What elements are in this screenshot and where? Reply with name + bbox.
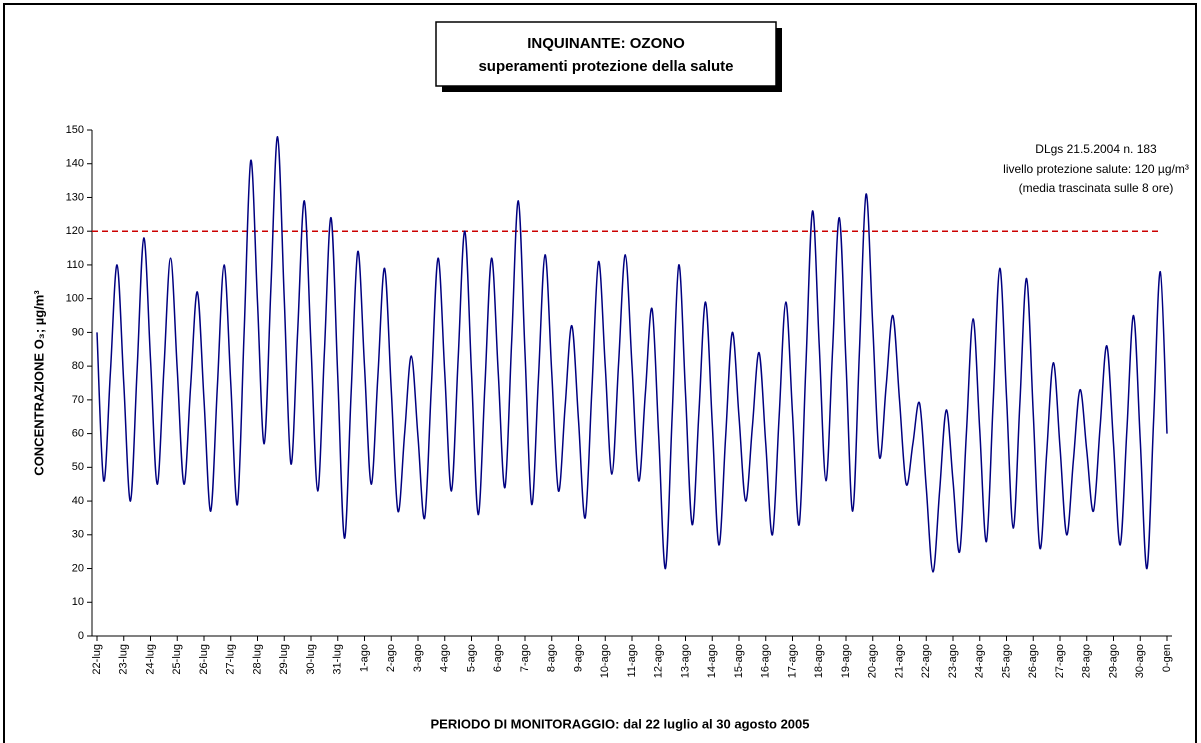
x-tick-label: 29-ago [1107,644,1119,678]
y-tick-label: 30 [72,529,84,541]
x-tick-label: 24-ago [974,644,986,678]
y-tick-label: 10 [72,596,84,608]
y-tick-label: 80 [72,360,84,372]
x-tick-label: 4-ago [439,644,451,672]
y-tick-label: 90 [72,326,84,338]
x-tick-label: 6-ago [492,644,504,672]
x-tick-label: 11-ago [626,644,638,677]
title-box [435,21,777,87]
x-tick-label: 8-ago [546,644,558,672]
x-tick-label: 17-ago [786,644,798,678]
x-tick-label: 30-lug [305,644,317,675]
x-tick-label: 14-ago [706,644,718,678]
x-tick-label: 2-ago [385,644,397,672]
x-tick-label: 13-ago [679,644,691,678]
x-tick-label: 25-ago [1000,644,1012,678]
x-tick-label: 19-ago [840,644,852,678]
annotation: livello protezione salute: 120 µg/m³ [1003,162,1189,176]
x-axis-title: PERIODO DI MONITORAGGIO: dal 22 luglio a… [430,716,809,731]
annotation: DLgs 21.5.2004 n. 183 [1035,142,1157,156]
chart-subtitle: superamenti protezione della salute [478,58,733,75]
chart-frame [3,3,1197,743]
x-tick-label: 18-ago [813,644,825,678]
x-tick-label: 28-lug [251,644,263,675]
x-tick-label: 23-lug [118,644,130,675]
y-tick-label: 140 [66,158,84,170]
x-tick-label: 15-ago [733,644,745,678]
x-tick-label: 3-ago [412,644,424,672]
y-tick-label: 50 [72,461,84,473]
y-tick-label: 60 [72,428,84,440]
x-tick-label: 9-ago [572,644,584,672]
y-tick-label: 150 [66,124,84,136]
x-tick-label: 27-ago [1054,644,1066,678]
y-tick-label: 110 [66,259,84,271]
data-line [96,135,1168,573]
x-tick-label: 20-ago [867,644,879,678]
x-tick-label: 31-lug [332,644,344,675]
x-tick-label: 24-lug [144,644,156,675]
x-tick-label: 22-ago [920,644,932,678]
x-tick-label: 1-ago [358,644,370,672]
y-tick-label: 100 [66,293,84,305]
chart-title: INQUINANTE: OZONO [527,35,685,52]
x-tick-label: 26-lug [198,644,210,675]
annotation: (media trascinata sulle 8 ore) [1019,181,1174,195]
x-tick-label: 22-lug [91,644,103,675]
x-tick-label: 10-ago [599,644,611,678]
x-tick-label: 16-ago [760,644,772,678]
y-tick-label: 70 [72,394,84,406]
x-tick-label: 23-ago [947,644,959,678]
x-tick-label: 25-lug [171,644,183,675]
y-tick-label: 120 [66,225,84,237]
x-tick-label: 30-ago [1134,644,1146,678]
y-tick-label: 40 [72,495,84,507]
x-tick-label: 21-ago [893,644,905,678]
x-tick-label: 5-ago [465,644,477,672]
y-axis-title: CONCENTRAZIONE O₃; µg/m³ [31,290,46,476]
x-tick-label: 7-ago [519,644,531,672]
y-tick-label: 20 [72,562,84,574]
x-tick-label: 28-ago [1081,644,1093,678]
x-tick-label: 12-ago [653,644,665,678]
x-tick-label: 29-lug [278,644,290,675]
x-tick-label: 0-gen [1161,644,1173,672]
x-tick-label: 27-lug [225,644,237,675]
y-tick-label: 130 [66,191,84,203]
y-tick-label: 0 [78,630,84,642]
x-tick-label: 26-ago [1027,644,1039,678]
